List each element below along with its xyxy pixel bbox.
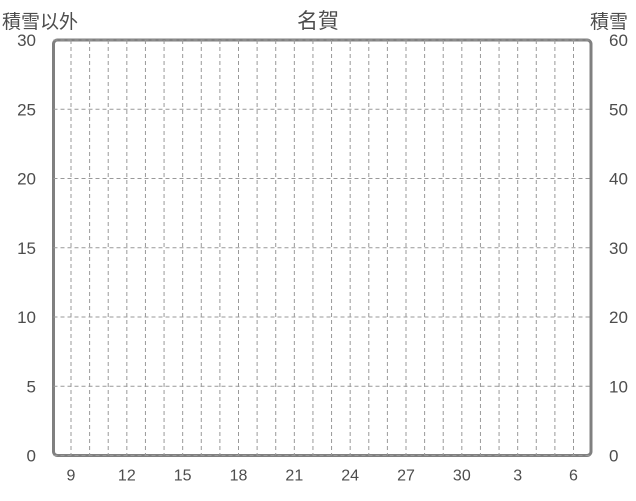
svg-text:25: 25 <box>17 100 36 119</box>
svg-text:30: 30 <box>453 468 471 485</box>
svg-text:18: 18 <box>230 468 248 485</box>
svg-text:20: 20 <box>609 308 628 327</box>
svg-text:9: 9 <box>67 468 76 485</box>
svg-text:5: 5 <box>27 377 36 396</box>
svg-text:40: 40 <box>609 170 628 189</box>
svg-text:30: 30 <box>609 239 628 258</box>
svg-text:10: 10 <box>609 377 628 396</box>
svg-text:20: 20 <box>17 170 36 189</box>
svg-text:30: 30 <box>17 31 36 50</box>
svg-text:21: 21 <box>285 468 303 485</box>
svg-text:24: 24 <box>341 468 359 485</box>
svg-text:6: 6 <box>569 468 578 485</box>
svg-text:15: 15 <box>174 468 192 485</box>
svg-text:3: 3 <box>513 468 522 485</box>
svg-text:27: 27 <box>397 468 415 485</box>
svg-text:10: 10 <box>17 308 36 327</box>
svg-text:15: 15 <box>17 239 36 258</box>
svg-text:0: 0 <box>609 447 618 466</box>
svg-text:12: 12 <box>118 468 136 485</box>
svg-text:60: 60 <box>609 31 628 50</box>
svg-text:50: 50 <box>609 100 628 119</box>
svg-text:0: 0 <box>27 447 36 466</box>
